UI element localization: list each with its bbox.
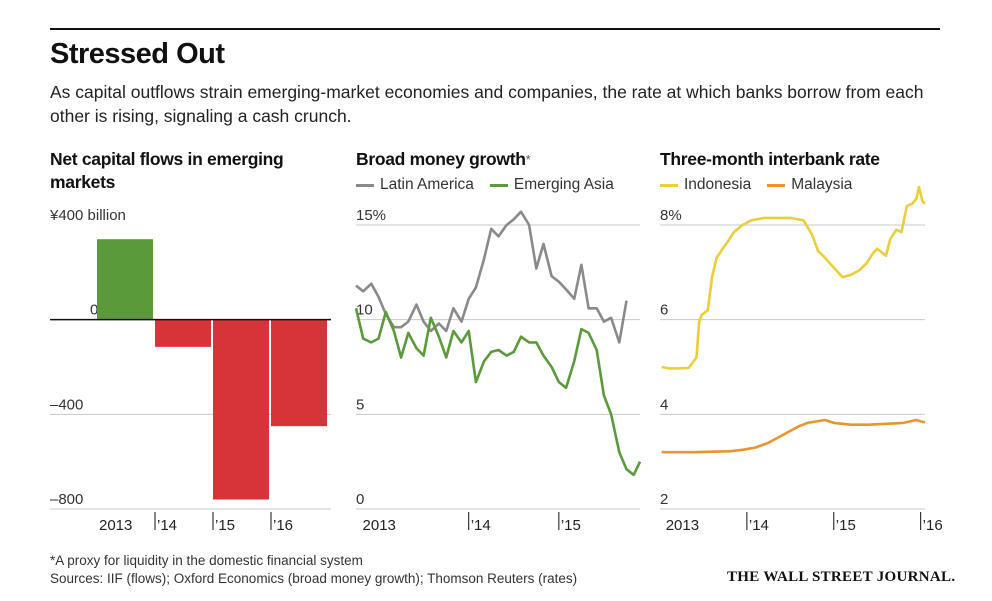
publisher-logo: THE WALL STREET JOURNAL. xyxy=(727,569,956,585)
page-subtitle: As capital outflows strain emerging-mark… xyxy=(50,82,924,126)
panel-2-title: Broad money growth* xyxy=(356,148,531,171)
panel-1-title: Net capital flows in emerging markets xyxy=(50,149,284,192)
legend-swatch-yellow xyxy=(660,183,678,187)
legend-swatch-gray xyxy=(356,183,374,187)
bar-15 xyxy=(213,319,269,500)
y-tick-label: 10 xyxy=(356,302,373,319)
legend-label: Emerging Asia xyxy=(513,176,614,193)
x-tick-label: ’15 xyxy=(836,517,856,534)
bar-16 xyxy=(271,319,327,427)
footnote: *A proxy for liquidity in the domestic f… xyxy=(50,553,363,568)
y-tick-label: 15% xyxy=(356,207,386,224)
interbank-rate-indonesia-line xyxy=(661,185,926,370)
x-tick-label: ’16 xyxy=(273,517,293,534)
x-tick-label: 2013 xyxy=(99,517,132,534)
legend-label: Latin America xyxy=(380,176,474,193)
legend-label: Indonesia xyxy=(684,176,752,193)
bar-2013 xyxy=(97,239,153,320)
x-tick-label: ’16 xyxy=(923,517,943,534)
bar-14 xyxy=(155,319,211,347)
x-tick-label: ’14 xyxy=(471,517,491,534)
y-tick-label: –400 xyxy=(50,396,83,413)
y-tick-label: 4 xyxy=(660,396,668,413)
panel-3-title: Three-month interbank rate xyxy=(660,149,880,169)
y-tick-label: 0 xyxy=(90,302,98,319)
y-tick-label: 6 xyxy=(660,302,668,319)
panel-2-title-text: Broad money growth xyxy=(356,149,526,169)
legend-item-latin-america: Latin America xyxy=(356,176,474,194)
y-tick-label: 2 xyxy=(660,491,668,508)
panel-2-legend: Latin America Emerging Asia xyxy=(356,176,630,194)
page-title: Stressed Out xyxy=(50,38,225,70)
legend-item-emerging-asia: Emerging Asia xyxy=(489,176,614,194)
y-tick-label: ¥400 billion xyxy=(49,207,126,224)
y-tick-label: –800 xyxy=(50,491,83,508)
x-tick-label: ’14 xyxy=(749,517,769,534)
legend-swatch-orange xyxy=(767,183,786,187)
legend-item-indonesia: Indonesia xyxy=(660,176,751,194)
top-rule xyxy=(50,28,940,30)
panel-3-legend: Indonesia Malaysia xyxy=(660,176,868,194)
x-tick-label: 2013 xyxy=(363,517,396,534)
y-tick-label: 0 xyxy=(356,491,364,508)
legend-item-malaysia: Malaysia xyxy=(767,176,852,194)
sources: Sources: IIF (flows); Oxford Economics (… xyxy=(50,571,578,586)
x-tick-label: ’15 xyxy=(561,517,581,534)
legend-swatch-green xyxy=(489,183,508,187)
y-tick-label: 5 xyxy=(356,396,364,413)
money-growth-latin-america-line xyxy=(355,210,628,344)
x-tick-label: ’14 xyxy=(157,517,177,534)
money-growth-emerging-asia-line xyxy=(354,307,642,477)
x-tick-label: 2013 xyxy=(666,517,699,534)
panel-2-title-marker: * xyxy=(525,152,531,167)
interbank-rate-malaysia-line xyxy=(661,418,926,454)
legend-label: Malaysia xyxy=(791,176,853,193)
x-tick-label: ’15 xyxy=(215,517,235,534)
y-tick-label: 8% xyxy=(660,207,682,224)
